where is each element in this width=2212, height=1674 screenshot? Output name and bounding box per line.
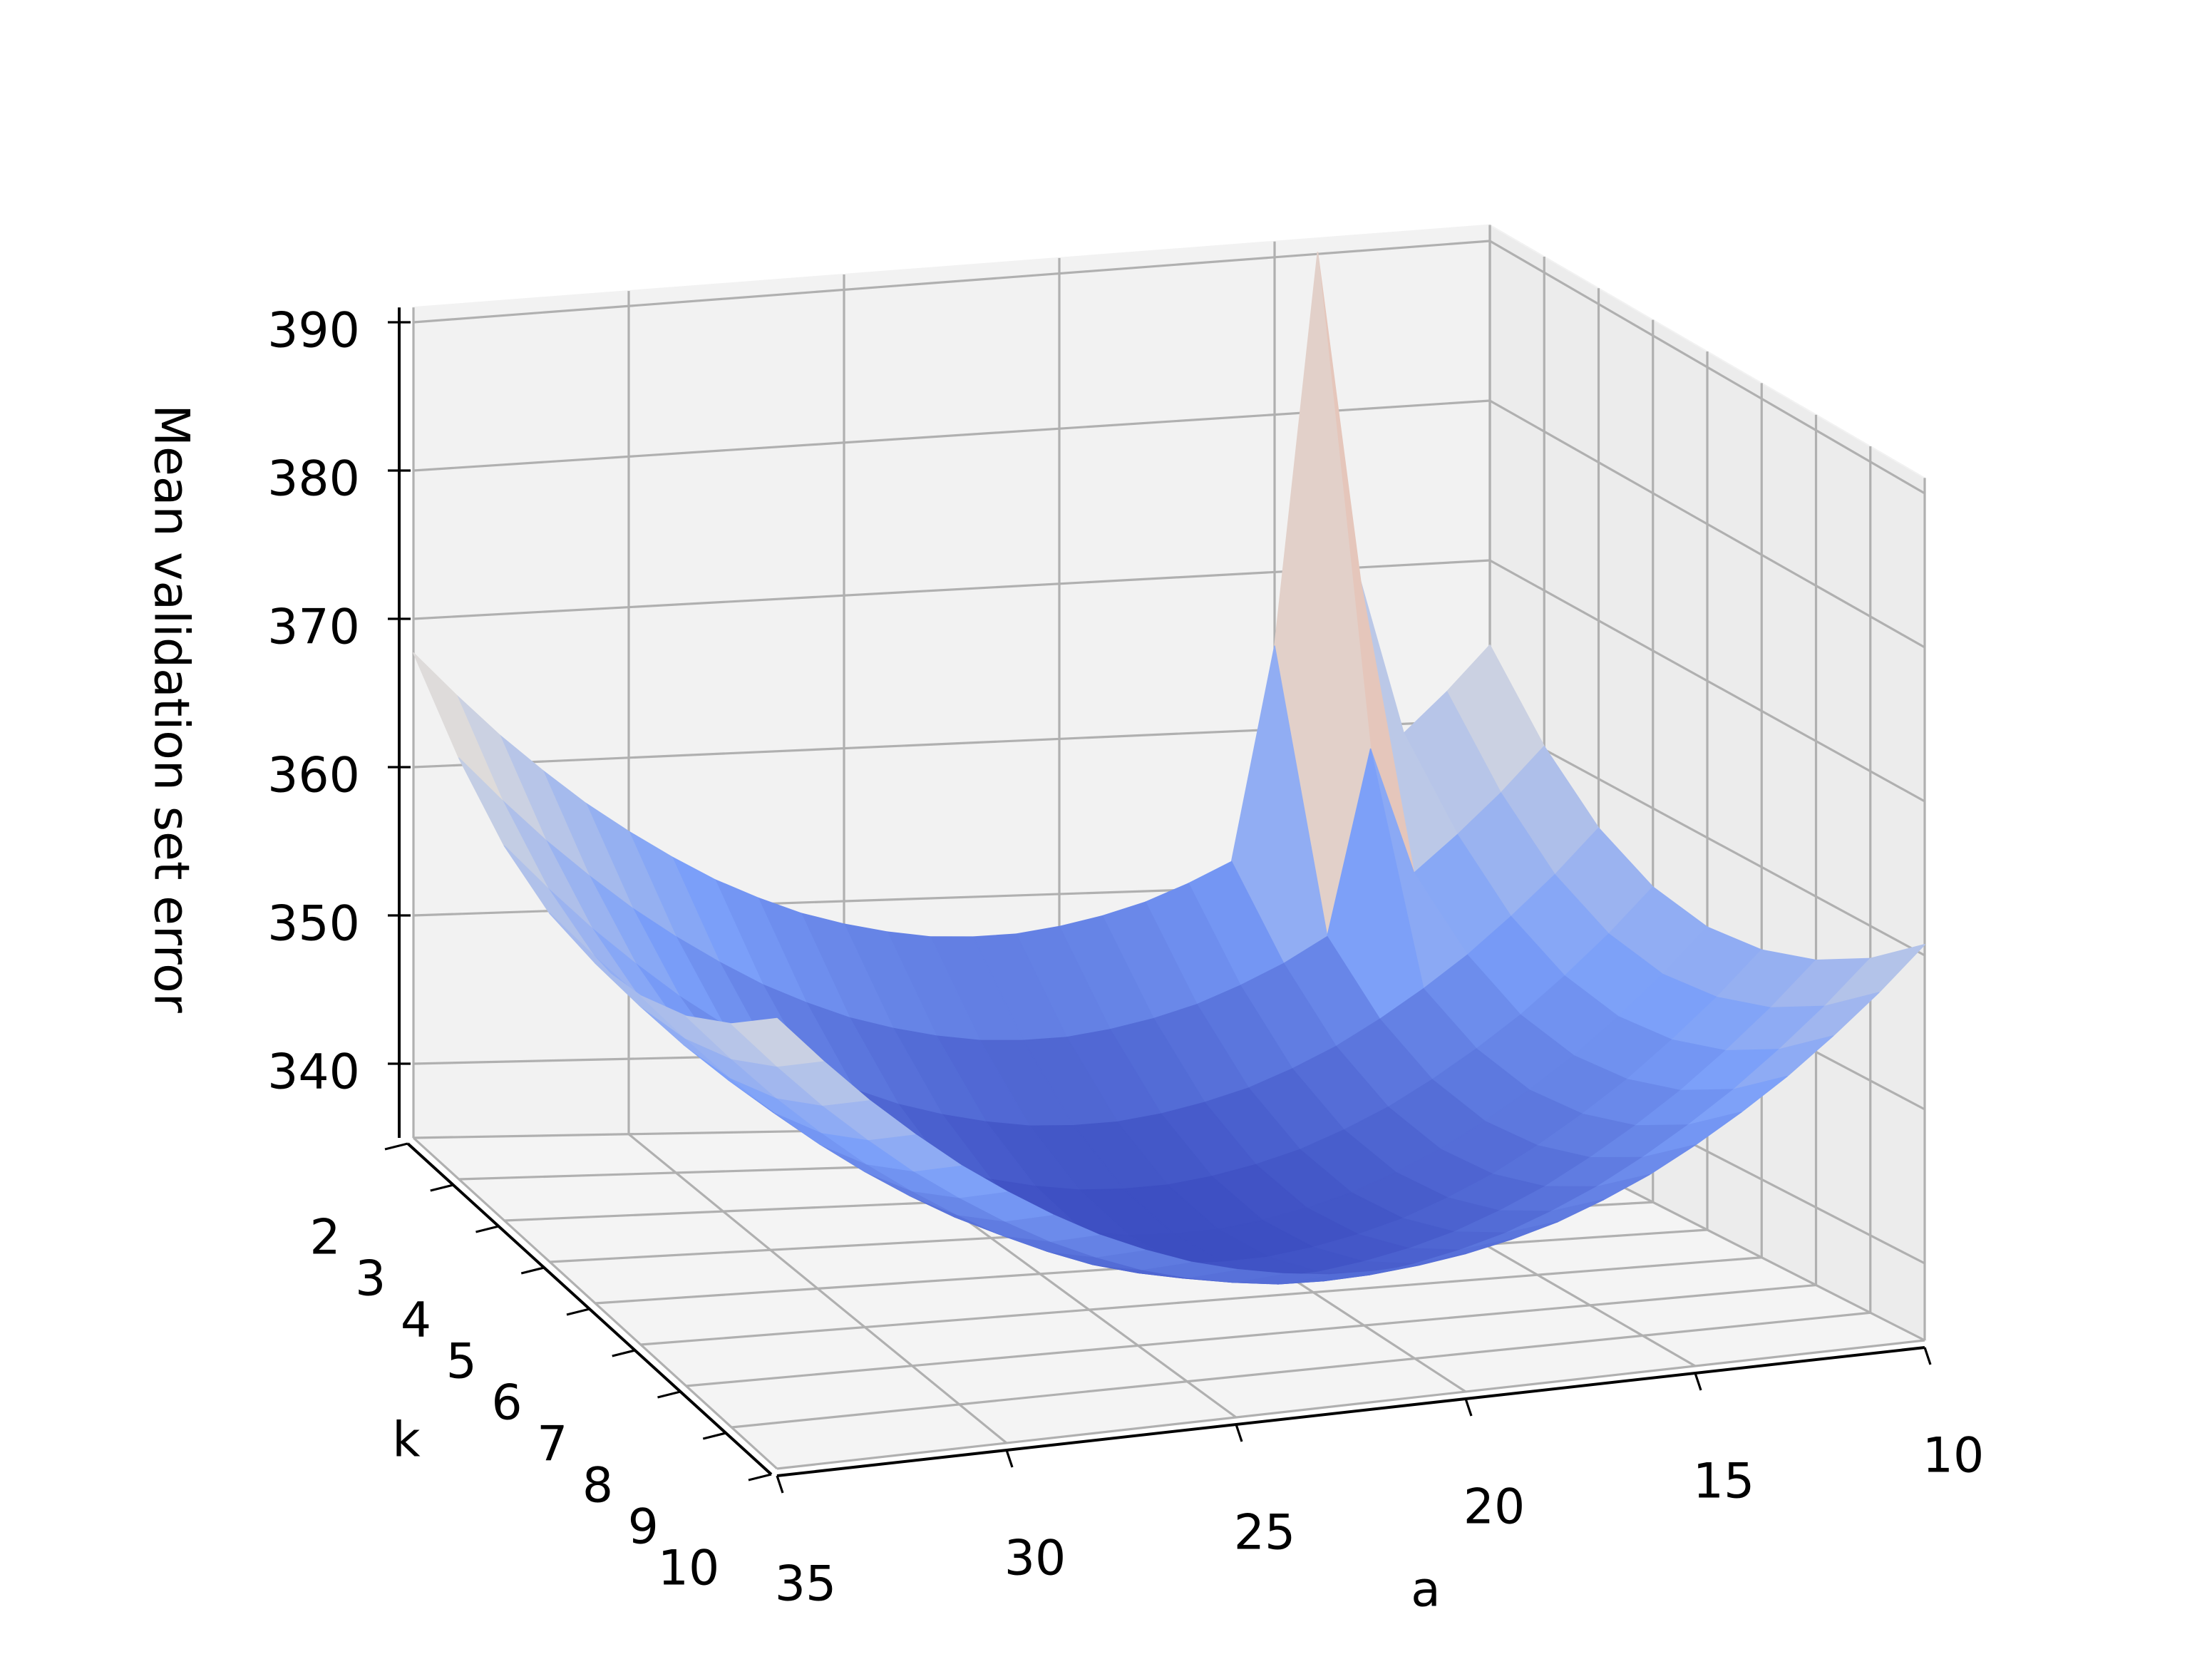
x-axis-label: a	[1411, 1562, 1441, 1618]
y-tick-label: 3	[355, 1251, 386, 1308]
z-tick-label: 370	[267, 600, 360, 656]
surface-face	[731, 1017, 824, 1067]
grid-line	[1489, 240, 1925, 495]
x-tick-label: 15	[1693, 1454, 1755, 1510]
x-tick	[1235, 1424, 1243, 1442]
grid-line	[1489, 399, 1925, 649]
grid-line	[640, 1256, 1762, 1346]
y-tick-label: 8	[582, 1458, 613, 1514]
z-tick-label: 350	[267, 896, 360, 952]
y-tick-label: 5	[446, 1334, 477, 1390]
x-tick	[1694, 1372, 1702, 1391]
grid-line	[686, 1283, 1816, 1387]
z-tick-label: 340	[267, 1044, 360, 1101]
y-tick-label: 2	[309, 1210, 340, 1266]
y-tick	[475, 1225, 499, 1233]
x-tick-label: 35	[775, 1556, 837, 1613]
y-tick	[520, 1266, 545, 1275]
y-tick-label: 4	[401, 1293, 431, 1349]
x-axis-line	[776, 1346, 1925, 1477]
x-tick	[776, 1475, 784, 1494]
x-tick-label: 30	[1004, 1531, 1066, 1587]
y-tick	[702, 1432, 726, 1440]
grid-line	[776, 1339, 1925, 1470]
y-tick-label: 7	[537, 1417, 567, 1473]
y-axis-label: k	[392, 1412, 421, 1469]
x-tick	[1464, 1398, 1473, 1417]
surface	[413, 252, 1925, 1285]
grid-line	[731, 1311, 1871, 1429]
y-tick-label: 6	[491, 1375, 522, 1432]
y-tick-label: 9	[628, 1499, 659, 1556]
y-tick	[612, 1349, 636, 1357]
x-tick	[1923, 1347, 1932, 1365]
x-tick	[1005, 1449, 1014, 1468]
z-tick-label: 360	[267, 748, 360, 804]
y-tick	[384, 1142, 408, 1151]
grid-line	[413, 240, 1491, 324]
y-tick	[657, 1390, 681, 1399]
grid-line	[1489, 559, 1925, 803]
y-tick-label: 10	[658, 1541, 720, 1597]
z-tick-label: 390	[267, 303, 360, 359]
x-tick-label: 10	[1923, 1428, 1985, 1484]
z-axis-label: Mean validation set error	[143, 404, 199, 1012]
z-tick-label: 380	[267, 451, 360, 508]
x-tick-label: 20	[1463, 1479, 1526, 1536]
y-tick	[748, 1473, 772, 1482]
y-tick	[566, 1308, 590, 1316]
y-tick	[430, 1183, 454, 1192]
x-tick-label: 25	[1234, 1505, 1296, 1561]
grid-line	[1489, 719, 1925, 957]
